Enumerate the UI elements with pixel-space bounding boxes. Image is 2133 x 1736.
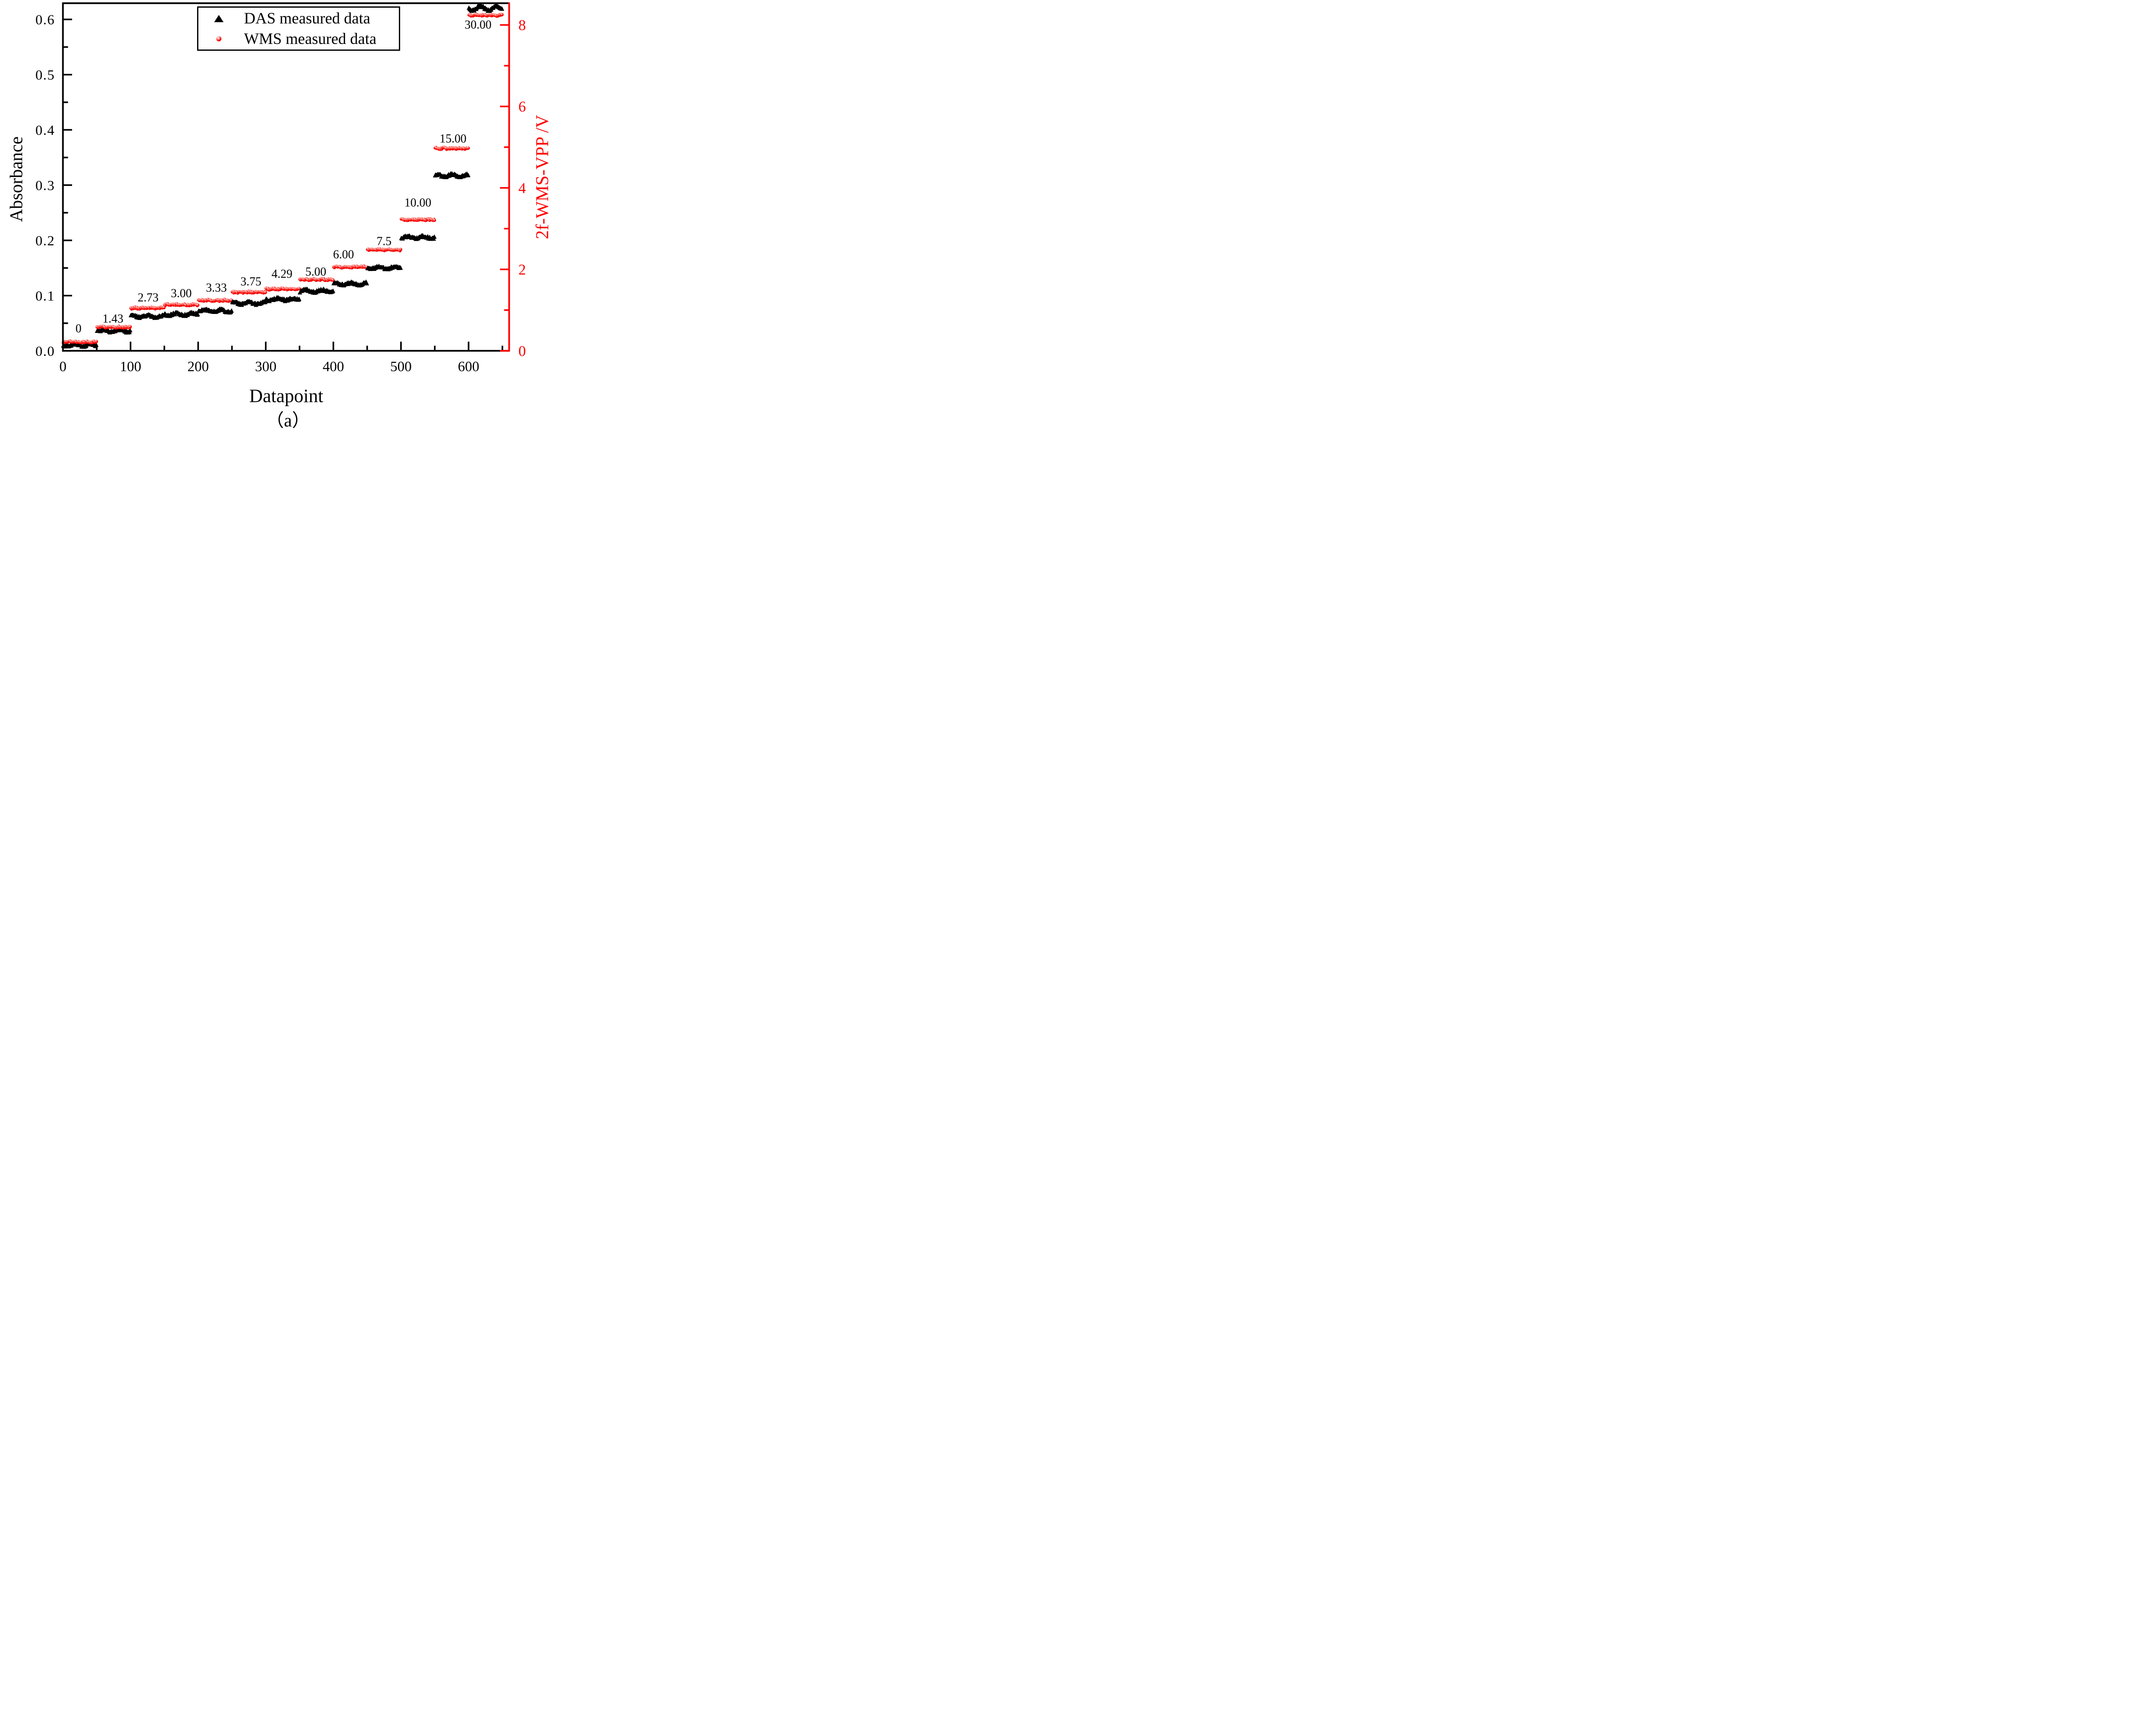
tick-label: 200 — [187, 359, 209, 375]
legend-entry-das: DAS measured data — [213, 9, 399, 28]
legend-label-wms: WMS measured data — [244, 30, 377, 48]
wms-band-point — [264, 291, 267, 294]
subfigure-caption: （a） — [266, 411, 310, 431]
tick-label: 0 — [518, 343, 526, 359]
das-band — [433, 171, 471, 179]
wms-band-point — [466, 146, 470, 150]
legend-box: DAS measured data WMS measured data — [197, 6, 400, 51]
step-annotation: 15.00 — [439, 132, 466, 145]
wms-marker-cell — [213, 36, 224, 41]
wms-band-point — [297, 287, 301, 291]
wms-band-point — [399, 247, 403, 251]
das-band — [264, 295, 302, 303]
das-band — [399, 233, 437, 241]
step-annotation: 7.5 — [377, 235, 392, 248]
wms-band-point — [500, 13, 504, 17]
das-marker-cell — [213, 15, 224, 22]
legend-label-das: DAS measured data — [244, 9, 370, 27]
tick-label: 300 — [255, 359, 276, 375]
das-band — [196, 306, 234, 315]
step-annotation: 5.00 — [305, 265, 326, 279]
das-band — [331, 279, 369, 288]
step-annotation: 3.00 — [171, 287, 192, 300]
chart-figure: 0.0 0.1 0.2 0.3 0.4 0.5 0.6 0 100 200 300 400 500 600… — [0, 0, 558, 434]
das-band — [466, 2, 505, 13]
tick-label: 4 — [518, 180, 526, 196]
ball-icon — [216, 36, 221, 41]
x-axis-title: Datapoint — [249, 385, 323, 407]
tick-label: 0.1 — [35, 288, 55, 304]
tick-label: 600 — [458, 359, 479, 375]
step-annotation: 2.73 — [138, 291, 159, 305]
das-band — [230, 299, 268, 307]
tick-label: 500 — [390, 359, 412, 375]
wms-band-point — [196, 303, 200, 307]
das-band — [365, 263, 403, 271]
step-annotation: 3.75 — [241, 275, 262, 288]
step-annotation: 1.43 — [102, 312, 123, 326]
wms-band-point — [433, 218, 436, 222]
tick-label: 0.0 — [35, 344, 55, 359]
tick-label: 0.5 — [35, 67, 55, 83]
tick-label: 400 — [323, 359, 344, 375]
tick-label: 6 — [518, 98, 526, 115]
tick-label: 0 — [59, 359, 67, 375]
das-band — [128, 312, 166, 320]
plot-canvas: 0.00.10.20.30.40.50.60 100 200 300 400 500 600… — [35, 2, 526, 375]
step-annotation: 4.29 — [271, 268, 292, 281]
tick-label: 0.6 — [35, 12, 55, 28]
tick-label: 0.3 — [35, 178, 55, 193]
step-annotation: 0 — [76, 322, 81, 335]
right-axis-title: 2f-WMS-VPP /V — [533, 115, 552, 239]
step-annotation: 30.00 — [465, 18, 491, 32]
step-annotation: 10.00 — [404, 196, 431, 209]
tick-label: 100 — [120, 359, 141, 375]
tick-label: 0.4 — [35, 123, 55, 138]
step-annotation: 3.33 — [206, 281, 227, 294]
left-axis-title: Absorbance — [7, 136, 26, 222]
tick-label: 8 — [518, 17, 526, 33]
das-band — [297, 286, 335, 295]
wms-band-point — [95, 340, 98, 343]
das-band — [162, 309, 200, 318]
triangle-icon — [214, 15, 224, 22]
legend-entry-wms: WMS measured data — [213, 29, 399, 49]
tick-label: 0.2 — [35, 233, 55, 249]
step-annotation: 6.00 — [333, 248, 354, 262]
wms-band-point — [128, 325, 132, 329]
tick-label: 2 — [518, 261, 526, 278]
wms-band-point — [331, 278, 335, 282]
